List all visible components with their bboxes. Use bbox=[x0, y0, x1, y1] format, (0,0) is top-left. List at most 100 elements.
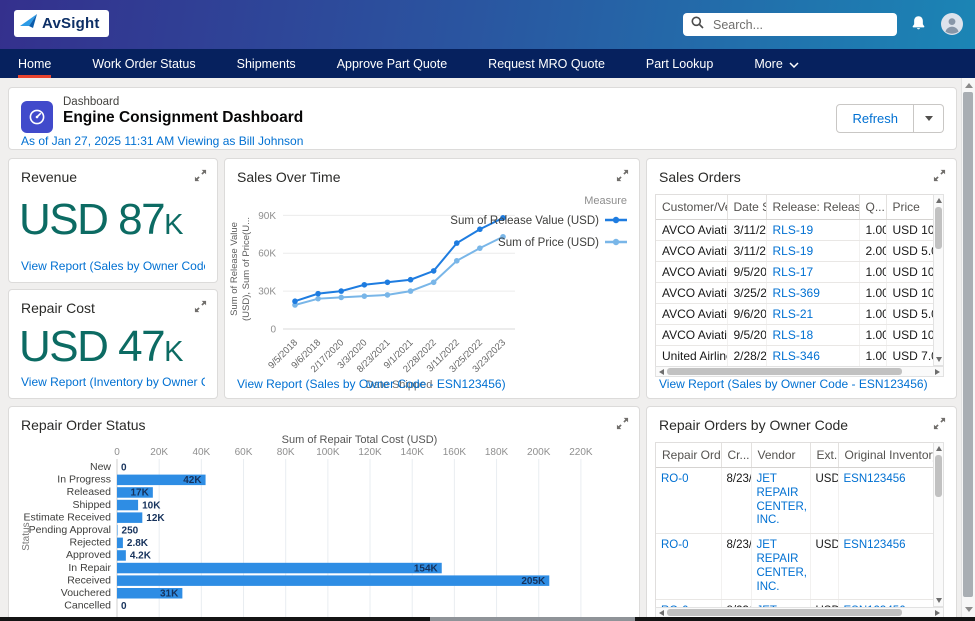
card-title: Revenue bbox=[9, 159, 217, 189]
notifications-bell-icon[interactable] bbox=[910, 15, 927, 37]
table-link[interactable]: RLS-18 bbox=[766, 325, 859, 346]
data-point bbox=[454, 258, 460, 264]
svg-text:100K: 100K bbox=[316, 447, 340, 458]
legend-label: Sum of Release Value (USD) bbox=[450, 215, 599, 227]
global-search[interactable] bbox=[683, 13, 897, 36]
data-table: Customer/Ve...Date S...Release: Release … bbox=[656, 195, 934, 367]
column-header[interactable]: Release: Release ... bbox=[766, 195, 859, 220]
search-input[interactable] bbox=[711, 17, 889, 33]
table-cell: 1.00 bbox=[859, 346, 886, 367]
nav-item-more[interactable]: More bbox=[754, 49, 798, 78]
svg-text:31K: 31K bbox=[160, 589, 179, 600]
svg-text:New: New bbox=[90, 461, 111, 473]
table-cell: 1.00 bbox=[859, 283, 886, 304]
table-link[interactable]: RLS-21 bbox=[766, 304, 859, 325]
table-link[interactable]: RO-0 bbox=[656, 534, 721, 600]
column-header[interactable]: Cr... bbox=[721, 443, 751, 468]
nav-item-label: Home bbox=[18, 57, 51, 71]
table-horizontal-scrollbar[interactable] bbox=[655, 366, 944, 377]
data-point bbox=[338, 288, 344, 294]
nav-item-approve-part-quote[interactable]: Approve Part Quote bbox=[337, 49, 447, 78]
card-title: Repair Orders by Owner Code bbox=[647, 407, 956, 437]
view-report-link[interactable]: View Report (Sales by Owner Code - ESN12… bbox=[659, 377, 928, 391]
expand-icon[interactable] bbox=[194, 300, 207, 313]
expand-icon[interactable] bbox=[933, 417, 946, 430]
svg-text:Pending Approval: Pending Approval bbox=[29, 524, 111, 536]
data-point bbox=[385, 279, 391, 285]
refresh-button-group: Refresh bbox=[836, 104, 944, 133]
column-header[interactable]: Q... bbox=[859, 195, 886, 220]
object-type-label: Dashboard bbox=[63, 96, 303, 108]
scroll-left-icon bbox=[659, 369, 664, 375]
column-header[interactable]: Vendor bbox=[751, 443, 810, 468]
table-row: United Airlines2/28/2022RLS-3461.00USD 7… bbox=[656, 346, 934, 367]
scroll-thumb bbox=[935, 207, 942, 249]
view-report-link[interactable]: View Report (Sales by Owner Code - ESN12… bbox=[237, 377, 506, 391]
data-point bbox=[385, 292, 391, 298]
expand-icon[interactable] bbox=[194, 169, 207, 182]
nav-item-work-order-status[interactable]: Work Order Status bbox=[92, 49, 195, 78]
nav-item-part-lookup[interactable]: Part Lookup bbox=[646, 49, 713, 78]
table-link[interactable]: RLS-346 bbox=[766, 346, 859, 367]
column-header[interactable]: Repair Orde... bbox=[656, 443, 721, 468]
view-report-link[interactable]: View Report (Sales by Owner Code - ESN12… bbox=[21, 259, 205, 273]
page-vertical-scrollbar[interactable] bbox=[961, 78, 975, 617]
svg-text:Status: Status bbox=[21, 522, 32, 550]
nav-item-shipments[interactable]: Shipments bbox=[237, 49, 296, 78]
expand-icon[interactable] bbox=[933, 169, 946, 182]
table-link[interactable]: RLS-17 bbox=[766, 262, 859, 283]
refresh-dropdown-button[interactable] bbox=[914, 104, 944, 133]
column-header[interactable]: Date S... bbox=[727, 195, 766, 220]
bar bbox=[117, 550, 126, 561]
table-cell: 9/5/2018 bbox=[727, 325, 766, 346]
scroll-thumb bbox=[935, 455, 942, 497]
svg-text:12K: 12K bbox=[146, 513, 165, 524]
table-link[interactable]: RO-0 bbox=[656, 468, 721, 534]
data-point bbox=[408, 277, 414, 283]
expand-icon[interactable] bbox=[616, 417, 629, 430]
svg-text:60K: 60K bbox=[235, 447, 253, 458]
table-cell: 2/28/2022 bbox=[727, 346, 766, 367]
avsight-logo[interactable]: AvSight bbox=[14, 10, 109, 37]
table-cell: 2.00 bbox=[859, 241, 886, 262]
table-row: AVCO Aviation3/11/2022RLS-191.00USD 10.0… bbox=[656, 220, 934, 241]
table-link[interactable]: RLS-369 bbox=[766, 283, 859, 304]
table-link[interactable]: JET REPAIR CENTER, INC. bbox=[751, 468, 810, 534]
scroll-right-icon bbox=[935, 610, 940, 616]
legend-entry[interactable]: Sum of Release Value (USD) bbox=[450, 212, 627, 230]
nav-item-request-mro-quote[interactable]: Request MRO Quote bbox=[488, 49, 605, 78]
scroll-left-icon bbox=[659, 610, 664, 616]
column-header[interactable]: Ext... bbox=[810, 443, 838, 468]
expand-icon[interactable] bbox=[616, 169, 629, 182]
scroll-right-icon bbox=[935, 369, 940, 375]
column-header[interactable]: Price bbox=[886, 195, 934, 220]
nav-item-home[interactable]: Home bbox=[18, 49, 51, 78]
table-link[interactable]: RLS-19 bbox=[766, 241, 859, 262]
table-cell: 9/5/2018 bbox=[727, 262, 766, 283]
table-vertical-scrollbar[interactable] bbox=[933, 442, 944, 607]
table-link[interactable]: ESN123456 bbox=[838, 468, 933, 534]
view-report-link[interactable]: View Report (Inventory by Owner Code - E… bbox=[21, 375, 205, 389]
nav-item-label: More bbox=[754, 57, 782, 71]
data-point bbox=[338, 295, 344, 301]
refresh-button[interactable]: Refresh bbox=[836, 104, 914, 133]
dashboard-subtitle-link[interactable]: As of Jan 27, 2025 11:31 AM Viewing as B… bbox=[21, 134, 303, 148]
svg-text:140K: 140K bbox=[401, 447, 425, 458]
table-cell: 8/23/ bbox=[721, 468, 751, 534]
svg-text:In Progress: In Progress bbox=[57, 474, 111, 486]
svg-text:80K: 80K bbox=[277, 447, 295, 458]
legend-entry[interactable]: Sum of Price (USD) bbox=[450, 234, 627, 252]
table-vertical-scrollbar[interactable] bbox=[933, 194, 944, 366]
table-link[interactable]: ESN123456 bbox=[838, 534, 933, 600]
global-header: AvSight bbox=[0, 0, 975, 49]
column-header[interactable]: Customer/Ve... bbox=[656, 195, 727, 220]
column-header[interactable]: Original Inventory Li... bbox=[838, 443, 933, 468]
table-link[interactable]: JET REPAIR CENTER, INC. bbox=[751, 534, 810, 600]
table-row: AVCO Aviation9/5/2018RLS-181.00USD 10.00 bbox=[656, 325, 934, 346]
table-cell: AVCO Aviation bbox=[656, 283, 727, 304]
user-avatar[interactable] bbox=[941, 13, 963, 35]
table-cell: AVCO Aviation bbox=[656, 220, 727, 241]
scroll-down-icon bbox=[936, 357, 942, 362]
table-cell: USD 5.00 bbox=[886, 304, 934, 325]
table-link[interactable]: RLS-19 bbox=[766, 220, 859, 241]
